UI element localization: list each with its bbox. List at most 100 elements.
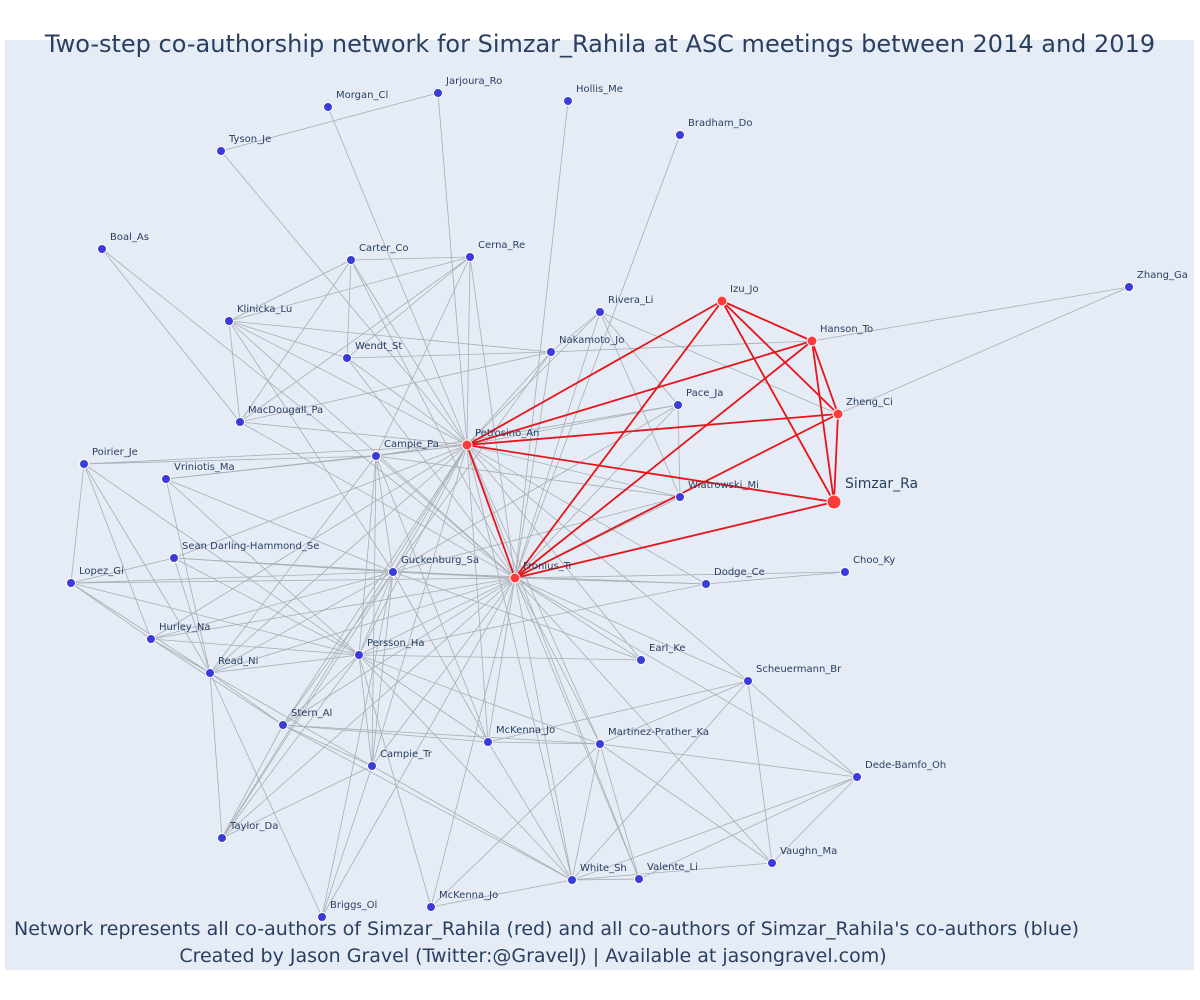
node-Vriniotis_Ma[interactable] bbox=[161, 474, 171, 484]
node-Choo_Ky[interactable] bbox=[840, 567, 850, 577]
edge-Petrosino_An-Read_Ni bbox=[209, 444, 468, 674]
node-Tyson_Je[interactable] bbox=[216, 146, 226, 156]
node-Campie_Pa[interactable] bbox=[371, 451, 381, 461]
edge-Petrosino_An-Guckenburg_Sa bbox=[392, 444, 468, 573]
edge-Scheuermann_Br-Dede_Bamfo_Oh bbox=[747, 680, 858, 778]
node-Scheuermann_Br[interactable] bbox=[743, 676, 753, 686]
node-Stern_Al[interactable] bbox=[278, 720, 288, 730]
edge-Stern_Al-Taylor_Da bbox=[221, 724, 284, 839]
node-label-Dede_Bamfo_Oh: Dede-Bamfo_Oh bbox=[865, 760, 946, 771]
node-Hurley_Na[interactable] bbox=[146, 634, 156, 644]
node-label-Izu_Jo: Izu_Jo bbox=[730, 284, 759, 295]
node-McKenna_Jo_a[interactable] bbox=[483, 737, 493, 747]
node-Morgan_Cl[interactable] bbox=[323, 102, 333, 112]
edge-Pace_Ja-Wiatrowski_Mi bbox=[677, 404, 681, 498]
node-Lopez_Gi[interactable] bbox=[66, 578, 76, 588]
node-Hollis_Me[interactable] bbox=[563, 96, 573, 106]
node-Taylor_Da[interactable] bbox=[217, 833, 227, 843]
node-Poirier_Je[interactable] bbox=[79, 459, 89, 469]
edge-Petrosino_An-Valente_Li bbox=[466, 444, 640, 880]
node-Dede_Bamfo_Oh[interactable] bbox=[852, 772, 862, 782]
node-label-Nakamoto_Jo: Nakamoto_Jo bbox=[559, 335, 624, 346]
node-Jarjoura_Ro[interactable] bbox=[433, 88, 443, 98]
edge-Read_Ni-Briggs_Ol bbox=[209, 672, 323, 918]
node-label-Choo_Ky: Choo_Ky bbox=[853, 555, 895, 566]
node-Fronius_Tr[interactable] bbox=[509, 572, 521, 584]
node-Campie_Tr[interactable] bbox=[367, 761, 377, 771]
node-Zheng_Ci[interactable] bbox=[832, 408, 844, 420]
edge-Zheng_Ci-Zhang_Ga bbox=[837, 286, 1130, 415]
edge-Carter_Co-Klinicka_Lu bbox=[228, 259, 352, 322]
node-Valente_Li[interactable] bbox=[634, 874, 644, 884]
node-Pace_Ja[interactable] bbox=[673, 400, 683, 410]
edge-Persson_Ha-McKenna_Jo_a bbox=[358, 654, 489, 743]
node-Martinez_Prather_Ka[interactable] bbox=[595, 739, 605, 749]
node-label-Petrosino_An: Petrosino_An bbox=[475, 428, 539, 439]
red-edge-Simzar_Ra-Petrosino_An bbox=[466, 444, 835, 503]
node-McKenna_Jo_b[interactable] bbox=[426, 902, 436, 912]
edge-Nakamoto_Jo-MacDougall_Pa bbox=[239, 351, 552, 423]
grey-edge-layer bbox=[70, 92, 1130, 918]
edge-Petrosino_An-Wiatrowski_Mi bbox=[466, 444, 681, 498]
node-Bradham_Do[interactable] bbox=[675, 130, 685, 140]
edge-Vriniotis_Ma-Guckenburg_Sa bbox=[165, 478, 394, 573]
node-Zhang_Ga[interactable] bbox=[1124, 282, 1134, 292]
node-Nakamoto_Jo[interactable] bbox=[546, 347, 556, 357]
edge-Fronius_Tr-Valente_Li bbox=[514, 577, 640, 880]
edge-Guckenburg_Sa-Taylor_Da bbox=[221, 571, 394, 839]
edge-Petrosino_An-McKenna_Jo_a bbox=[466, 444, 489, 743]
edge-Fronius_Tr-Hurley_Na bbox=[150, 577, 516, 640]
edge-Cerna_Re-Campie_Pa bbox=[375, 256, 471, 457]
red-edge-Petrosino_An-Fronius_Tr bbox=[466, 444, 516, 579]
edge-Lopez_Gi-Guckenburg_Sa bbox=[70, 571, 394, 584]
edge-Campie_Tr-Briggs_Ol bbox=[321, 765, 373, 918]
node-Earl_Ke[interactable] bbox=[636, 655, 646, 665]
node-Persson_Ha[interactable] bbox=[354, 650, 364, 660]
node-label-Dodge_Ce: Dodge_Ce bbox=[714, 567, 765, 578]
edge-Read_Ni-Taylor_Da bbox=[209, 672, 223, 839]
node-MacDougall_Pa[interactable] bbox=[235, 417, 245, 427]
edge-Petrosino_An-Earl_Ke bbox=[466, 444, 642, 661]
edge-Guckenburg_Sa-McKenna_Jo_a bbox=[392, 571, 489, 743]
node-Wendt_St[interactable] bbox=[342, 353, 352, 363]
edge-Scheuermann_Br-McKenna_Jo_a bbox=[487, 680, 749, 743]
node-Petrosino_An[interactable] bbox=[461, 439, 473, 451]
edge-Stern_Al-Martinez_Prather_Ka bbox=[282, 724, 601, 745]
node-Carter_Co[interactable] bbox=[346, 255, 356, 265]
red-edge-Simzar_Ra-Fronius_Tr bbox=[514, 501, 835, 579]
edge-Fronius_Tr-Carter_Co bbox=[350, 259, 516, 579]
edge-Guckenburg_Sa-Dodge_Ce bbox=[392, 571, 707, 585]
red-edge-Petrosino_An-Izu_Jo bbox=[466, 300, 723, 446]
node-Klinicka_Lu[interactable] bbox=[224, 316, 234, 326]
node-Sean_Darling[interactable] bbox=[169, 553, 179, 563]
node-Rivera_Li[interactable] bbox=[595, 307, 605, 317]
node-Briggs_Ol[interactable] bbox=[317, 912, 327, 922]
node-Cerna_Re[interactable] bbox=[465, 252, 475, 262]
node-Vaughn_Ma[interactable] bbox=[767, 858, 777, 868]
edge-Fronius_Tr-Persson_Ha bbox=[358, 577, 516, 656]
node-White_Sh[interactable] bbox=[567, 875, 577, 885]
node-Wiatrowski_Mi[interactable] bbox=[675, 492, 685, 502]
caption-line-2: Created by Jason Gravel (Twitter:@Gravel… bbox=[179, 945, 887, 967]
node-Boal_As[interactable] bbox=[97, 244, 107, 254]
node-Hanson_To[interactable] bbox=[806, 335, 818, 347]
edge-Persson_Ha-Read_Ni bbox=[209, 654, 360, 674]
edge-Vriniotis_Ma-Read_Ni bbox=[165, 478, 211, 674]
node-Read_Ni[interactable] bbox=[205, 668, 215, 678]
node-Dodge_Ce[interactable] bbox=[701, 579, 711, 589]
edge-Bradham_Do-Fronius_Tr bbox=[514, 134, 681, 579]
node-Guckenburg_Sa[interactable] bbox=[388, 567, 398, 577]
node-Izu_Jo[interactable] bbox=[716, 295, 728, 307]
edge-Petrosino_An-Poirier_Je bbox=[83, 444, 468, 465]
edge-Fronius_Tr-Wendt_St bbox=[346, 357, 516, 579]
edge-Tyson_Je-Jarjoura_Ro bbox=[220, 92, 439, 152]
edge-Campie_Pa-McKenna_Jo_a bbox=[375, 455, 489, 743]
node-label-McKenna_Jo_a: McKenna_Jo bbox=[496, 725, 555, 736]
edge-Klinicka_Lu-Guckenburg_Sa bbox=[228, 320, 394, 573]
edge-Nakamoto_Jo-Rivera_Li bbox=[550, 311, 601, 353]
node-label-Carter_Co: Carter_Co bbox=[359, 243, 409, 254]
node-Simzar_Ra[interactable] bbox=[826, 494, 842, 510]
node-label-Read_Ni: Read_Ni bbox=[218, 656, 258, 667]
edge-Fronius_Tr-McKenna_Jo_b bbox=[430, 577, 516, 908]
